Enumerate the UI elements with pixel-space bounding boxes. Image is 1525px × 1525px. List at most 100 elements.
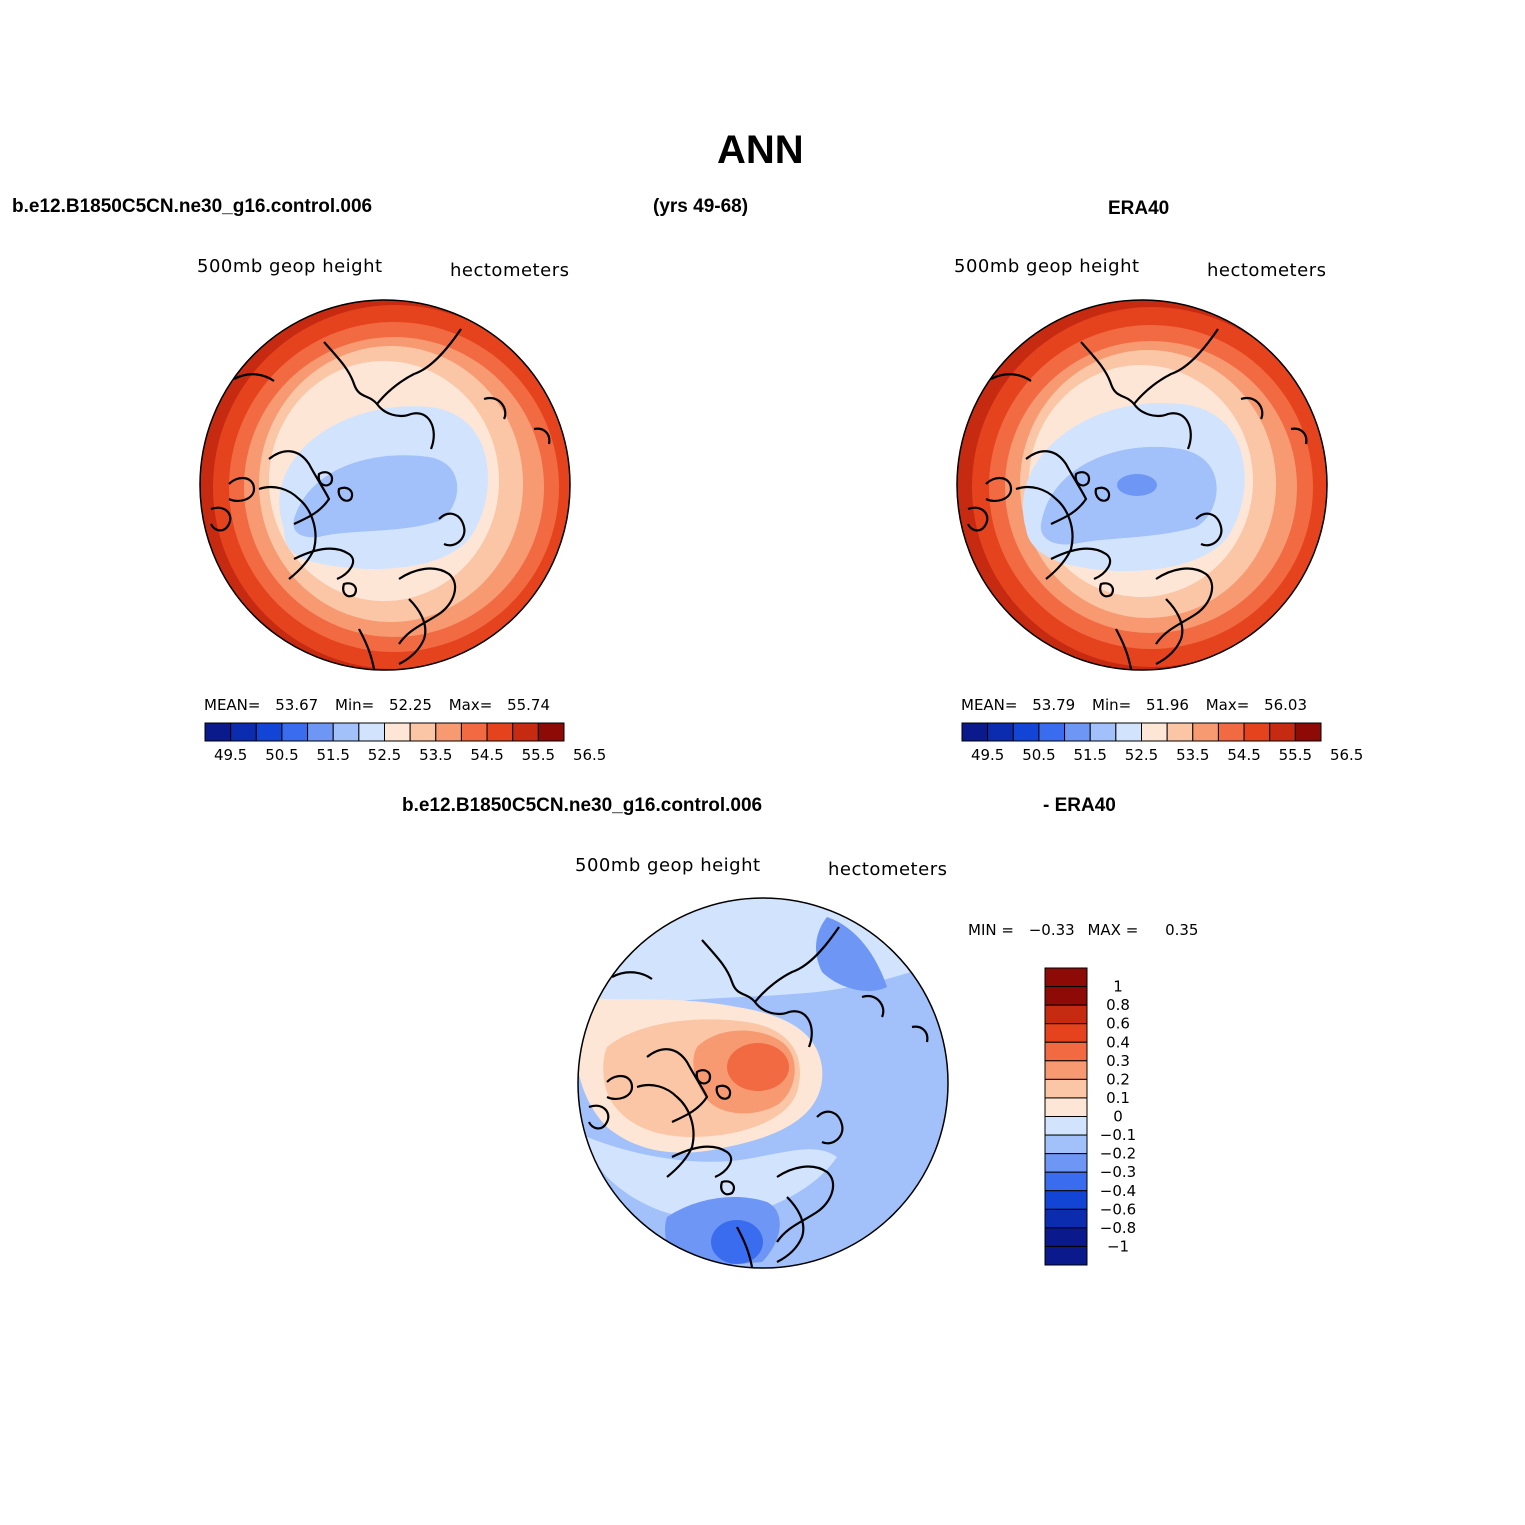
colorbar-label: 0.4 xyxy=(1106,1033,1130,1051)
colorbar-swatch xyxy=(1044,1078,1088,1099)
colorbar-swatch xyxy=(384,722,411,742)
stat-max: 56.03 xyxy=(1264,696,1308,714)
colorbar-swatch xyxy=(1044,1041,1088,1062)
panel-diff-variable: 500mb geop height xyxy=(575,855,761,876)
colorbar-swatch xyxy=(987,722,1014,742)
panel-obs-units: hectometers xyxy=(1207,260,1327,281)
colorbar-label: 53.5 xyxy=(1176,746,1209,764)
colorbar-swatch xyxy=(1115,722,1143,742)
colorbar-label: 0.1 xyxy=(1106,1089,1130,1107)
colorbar-swatch xyxy=(1044,1004,1088,1025)
diff-title-right: - ERA40 xyxy=(1043,795,1116,816)
colorbar-swatch xyxy=(281,722,309,742)
colorbar-label: 1 xyxy=(1113,978,1123,996)
colorbar-swatch xyxy=(1243,722,1271,742)
colorbar-swatch xyxy=(1141,722,1168,742)
colorbar-swatch xyxy=(1044,1245,1088,1266)
panel-model-map xyxy=(199,299,571,671)
colorbar-swatch xyxy=(961,722,989,742)
main-title: ANN xyxy=(717,128,804,172)
colorbar-swatch xyxy=(1044,1153,1088,1173)
panel-diff-map xyxy=(577,897,949,1269)
panel-model-stats: MEAN= 53.67 Min= 52.25 Max= 55.74 xyxy=(204,696,550,714)
colorbar-label: 51.5 xyxy=(1074,746,1107,764)
colorbar-swatch xyxy=(1044,1227,1088,1247)
colorbar-swatch xyxy=(1044,1023,1088,1043)
colorbar-label: 0.8 xyxy=(1106,996,1130,1014)
colorbar-swatch xyxy=(1044,1171,1088,1192)
stat-max-label: Max= xyxy=(1205,696,1250,714)
colorbar-label: 51.5 xyxy=(317,746,350,764)
panel-model-variable: 500mb geop height xyxy=(197,256,383,277)
colorbar-label: 52.5 xyxy=(1125,746,1158,764)
colorbar-diff: 10.80.60.40.30.20.10−0.1−0.2−0.3−0.4−0.6… xyxy=(1044,967,1136,1266)
stat-mean: 53.67 xyxy=(275,696,319,714)
years-label: (yrs 49-68) xyxy=(653,196,749,217)
colorbar-swatch xyxy=(1166,722,1194,742)
colorbar-label: −1 xyxy=(1107,1237,1129,1255)
colorbar-label: 49.5 xyxy=(214,746,247,764)
colorbar-swatch xyxy=(1044,1097,1088,1117)
obs-name: ERA40 xyxy=(1108,198,1170,219)
colorbar-swatch xyxy=(1044,1208,1088,1229)
stat-min-label: Min= xyxy=(335,696,375,714)
colorbar-model: 49.5 50.5 51.5 52.5 53.5 54.5 55.5 56.5 xyxy=(204,722,606,764)
case-name: b.e12.B1850C5CN.ne30_g16.control.006 xyxy=(12,196,373,217)
colorbar-swatch xyxy=(358,722,386,742)
colorbar-label: 55.5 xyxy=(1279,746,1312,764)
panel-obs-stats: MEAN= 53.79 Min= 51.96 Max= 56.03 xyxy=(961,696,1307,714)
colorbar-swatch xyxy=(537,722,565,742)
colorbar-swatch xyxy=(409,722,437,742)
colorbar-swatch xyxy=(1192,722,1219,742)
stat-min-label: MIN = xyxy=(968,921,1014,939)
diff-title-left: b.e12.B1850C5CN.ne30_g16.control.006 xyxy=(402,795,763,816)
panel-model-units: hectometers xyxy=(450,260,570,281)
colorbar-swatch xyxy=(1294,722,1322,742)
colorbar-swatch xyxy=(1038,722,1066,742)
panel-obs-map xyxy=(956,299,1328,671)
colorbar-swatch xyxy=(230,722,257,742)
stat-max: 55.74 xyxy=(507,696,551,714)
stat-min-label: Min= xyxy=(1092,696,1132,714)
colorbar-swatch xyxy=(204,722,232,742)
stat-mean: 53.79 xyxy=(1032,696,1076,714)
colorbar-label: 56.5 xyxy=(1330,746,1363,764)
colorbar-swatch xyxy=(1044,1060,1088,1080)
colorbar-label: 50.5 xyxy=(265,746,298,764)
colorbar-swatch xyxy=(1269,722,1296,742)
colorbar-label: 0 xyxy=(1113,1108,1123,1126)
panel-diff-units: hectometers xyxy=(828,859,948,880)
colorbar-label: 50.5 xyxy=(1022,746,1055,764)
colorbar-swatch xyxy=(332,722,360,742)
colorbar-swatch xyxy=(435,722,462,742)
colorbar-swatch xyxy=(255,722,283,742)
colorbar-label: −0.2 xyxy=(1100,1145,1136,1163)
colorbar-swatch xyxy=(1044,1190,1088,1210)
colorbar-swatch xyxy=(307,722,334,742)
stat-min: 52.25 xyxy=(388,696,432,714)
colorbar-swatch xyxy=(512,722,539,742)
colorbar-label: 55.5 xyxy=(522,746,555,764)
stat-max-label: MAX = xyxy=(1087,921,1139,939)
panel-diff-stats: MIN = −0.33 MAX = 0.35 xyxy=(968,921,1198,939)
stat-mean-label: MEAN= xyxy=(961,696,1018,714)
colorbar-swatch xyxy=(1044,1116,1088,1136)
colorbar-swatch xyxy=(1044,986,1088,1006)
stat-max: 0.35 xyxy=(1165,921,1199,939)
colorbar-swatch xyxy=(460,722,488,742)
colorbar-label: 53.5 xyxy=(419,746,452,764)
panel-obs-variable: 500mb geop height xyxy=(954,256,1140,277)
colorbar-label: 0.3 xyxy=(1106,1052,1130,1070)
colorbar-swatch xyxy=(1064,722,1091,742)
colorbar-label: −0.4 xyxy=(1100,1182,1136,1200)
colorbar-label: 54.5 xyxy=(1227,746,1260,764)
colorbar-swatch xyxy=(1044,967,1088,988)
colorbar-label: −0.1 xyxy=(1100,1126,1136,1144)
colorbar-label: 0.6 xyxy=(1106,1015,1130,1033)
colorbar-swatch xyxy=(1044,1134,1088,1155)
stat-mean-label: MEAN= xyxy=(204,696,261,714)
colorbar-swatch xyxy=(486,722,514,742)
colorbar-label: 52.5 xyxy=(368,746,401,764)
stat-min: −0.33 xyxy=(1028,921,1075,939)
colorbar-label: 0.2 xyxy=(1106,1070,1130,1088)
